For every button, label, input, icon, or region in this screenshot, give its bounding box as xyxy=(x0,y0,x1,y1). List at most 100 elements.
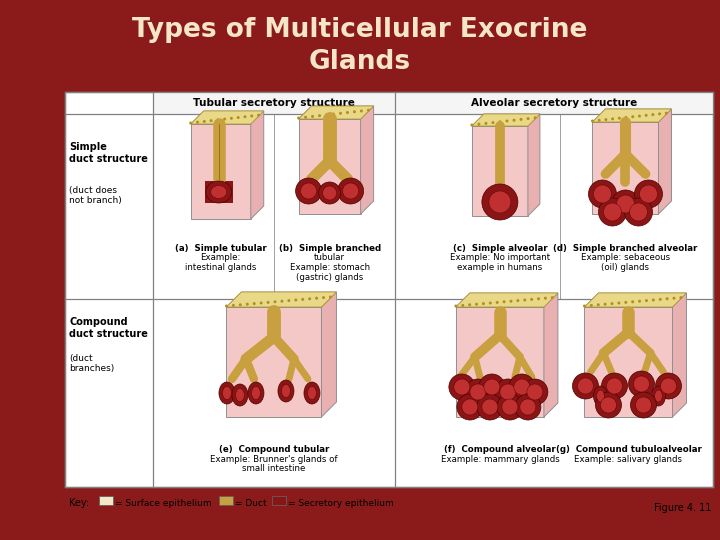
Circle shape xyxy=(577,378,593,394)
Text: Types of Multicellular Exocrine: Types of Multicellular Exocrine xyxy=(132,17,588,43)
Circle shape xyxy=(598,198,626,226)
Ellipse shape xyxy=(593,386,608,406)
Text: Example: mammary glands: Example: mammary glands xyxy=(441,455,559,463)
Circle shape xyxy=(216,118,220,122)
Text: Glands: Glands xyxy=(309,49,411,75)
Polygon shape xyxy=(585,293,686,307)
Circle shape xyxy=(505,119,508,123)
Ellipse shape xyxy=(248,382,264,404)
Circle shape xyxy=(477,394,503,420)
Ellipse shape xyxy=(307,387,316,400)
Text: (duct does
not branch): (duct does not branch) xyxy=(69,186,122,205)
Circle shape xyxy=(492,121,495,124)
Text: (f)  Compound alveolar: (f) Compound alveolar xyxy=(444,445,556,454)
Circle shape xyxy=(339,112,342,115)
Circle shape xyxy=(526,117,530,120)
Ellipse shape xyxy=(235,388,244,402)
Bar xyxy=(585,307,672,417)
Text: (d)  Simple branched alveolar: (d) Simple branched alveolar xyxy=(553,244,698,253)
Polygon shape xyxy=(227,292,336,307)
Circle shape xyxy=(232,304,235,307)
Text: (oil) glands: (oil) glands xyxy=(601,263,649,272)
Circle shape xyxy=(223,118,226,120)
Text: example in humans: example in humans xyxy=(457,263,542,272)
Bar xyxy=(227,307,321,417)
Circle shape xyxy=(237,116,240,119)
Circle shape xyxy=(308,298,311,300)
Circle shape xyxy=(618,301,621,305)
Circle shape xyxy=(652,113,654,116)
Circle shape xyxy=(294,299,297,301)
Circle shape xyxy=(520,118,523,121)
Circle shape xyxy=(343,183,359,199)
Circle shape xyxy=(680,296,683,299)
Text: Example: sebaceous: Example: sebaceous xyxy=(581,253,670,262)
Circle shape xyxy=(583,305,586,307)
Polygon shape xyxy=(191,111,264,124)
Bar xyxy=(472,126,528,216)
Text: (g)  Compound tubuloalveolar: (g) Compound tubuloalveolar xyxy=(556,445,701,454)
Circle shape xyxy=(318,114,321,117)
Circle shape xyxy=(274,300,276,303)
Circle shape xyxy=(616,195,634,213)
Circle shape xyxy=(645,299,648,302)
Circle shape xyxy=(485,122,487,125)
Circle shape xyxy=(319,182,341,204)
Circle shape xyxy=(502,399,518,415)
Text: Example:: Example: xyxy=(201,253,241,262)
Circle shape xyxy=(479,374,505,400)
Circle shape xyxy=(515,394,541,420)
Circle shape xyxy=(644,114,648,117)
Circle shape xyxy=(514,379,530,395)
Ellipse shape xyxy=(654,390,662,402)
Circle shape xyxy=(475,303,478,306)
Circle shape xyxy=(332,113,335,116)
Ellipse shape xyxy=(251,387,261,400)
Circle shape xyxy=(520,399,536,415)
Text: (c)  Simple alveolar: (c) Simple alveolar xyxy=(453,244,547,253)
Bar xyxy=(153,92,395,114)
Ellipse shape xyxy=(219,382,235,404)
Circle shape xyxy=(495,379,521,405)
Circle shape xyxy=(611,117,614,120)
Circle shape xyxy=(482,184,518,220)
Text: = Duct: = Duct xyxy=(235,498,266,508)
Circle shape xyxy=(329,295,332,299)
Circle shape xyxy=(639,185,657,203)
Circle shape xyxy=(537,298,540,300)
Circle shape xyxy=(353,110,356,113)
Circle shape xyxy=(497,394,523,420)
Polygon shape xyxy=(585,293,686,307)
Polygon shape xyxy=(456,293,558,307)
Circle shape xyxy=(544,296,547,300)
Text: tubular: tubular xyxy=(314,253,345,262)
Ellipse shape xyxy=(232,384,248,406)
Circle shape xyxy=(253,302,256,305)
Bar xyxy=(272,496,286,505)
Circle shape xyxy=(655,373,681,399)
Circle shape xyxy=(360,110,363,112)
Circle shape xyxy=(322,296,325,299)
Circle shape xyxy=(246,303,249,306)
Circle shape xyxy=(482,399,498,415)
Circle shape xyxy=(301,298,305,301)
Circle shape xyxy=(636,397,652,413)
Circle shape xyxy=(638,114,641,118)
Circle shape xyxy=(482,302,485,305)
Circle shape xyxy=(457,394,483,420)
Text: intestinal glands: intestinal glands xyxy=(185,263,256,272)
Text: small intestine: small intestine xyxy=(242,464,306,473)
Circle shape xyxy=(665,112,667,114)
Circle shape xyxy=(593,185,611,203)
Polygon shape xyxy=(659,109,672,214)
Text: Example: No important: Example: No important xyxy=(450,253,550,262)
Circle shape xyxy=(638,300,641,303)
Circle shape xyxy=(631,392,657,418)
Polygon shape xyxy=(528,114,540,216)
Bar xyxy=(219,496,233,505)
Ellipse shape xyxy=(652,386,665,406)
Circle shape xyxy=(477,123,480,126)
Circle shape xyxy=(624,198,652,226)
Polygon shape xyxy=(299,106,374,119)
Circle shape xyxy=(595,392,621,418)
